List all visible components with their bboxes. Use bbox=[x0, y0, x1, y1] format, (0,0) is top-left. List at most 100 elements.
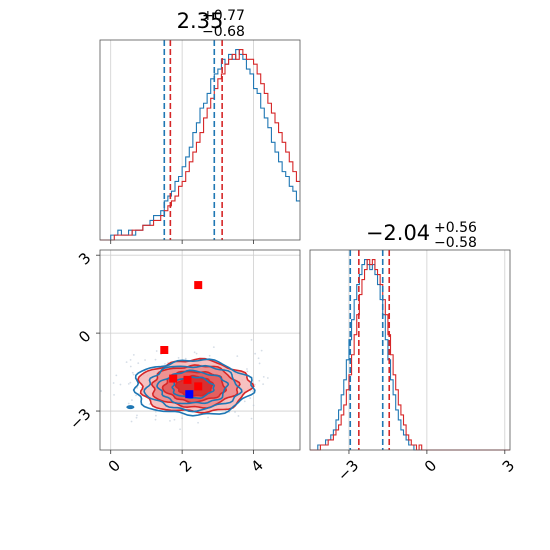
bl-sample-point bbox=[252, 390, 254, 392]
bl-sample-point bbox=[179, 428, 181, 431]
panel-bottom-left: 0 2 4 −3 0 3 bbox=[34, 249, 318, 476]
tl-hist-series-1 bbox=[100, 48, 300, 241]
bl-sample-point bbox=[181, 417, 184, 420]
bl-marker-0 bbox=[194, 281, 203, 290]
bl-sample-point bbox=[184, 357, 187, 360]
bl-sample-point bbox=[237, 415, 240, 417]
bl-sample-point bbox=[195, 352, 198, 355]
bl-sample-point bbox=[154, 410, 157, 413]
bl-sample-point bbox=[132, 353, 135, 356]
bl-sample-point bbox=[250, 417, 253, 420]
bl-sample-point bbox=[177, 356, 180, 359]
bl-sample-point bbox=[129, 381, 132, 384]
bl-sample-point bbox=[130, 420, 133, 423]
bl-sample-point bbox=[154, 418, 157, 421]
bl-marker-3 bbox=[183, 375, 192, 384]
bl-sample-point bbox=[148, 403, 151, 405]
bl-sample-point bbox=[173, 418, 176, 421]
bl-sample-point bbox=[113, 393, 115, 396]
bl-sample-point bbox=[197, 421, 199, 424]
bl-marker-2 bbox=[169, 374, 178, 383]
bl-sample-point bbox=[137, 362, 140, 365]
tl-title: 2.35 bbox=[177, 9, 224, 33]
bl-sample-point bbox=[129, 365, 132, 368]
bl-sample-point bbox=[266, 377, 269, 379]
bl-markers bbox=[160, 281, 203, 399]
bl-sample-point bbox=[212, 346, 215, 349]
bl-sample-point bbox=[84, 393, 86, 395]
bl-sample-point bbox=[34, 365, 36, 367]
bl-sample-point bbox=[136, 414, 138, 417]
bl-sample-point bbox=[246, 370, 249, 373]
br-title-value: −2.04 bbox=[366, 221, 430, 245]
br-axes-frame bbox=[309, 249, 511, 451]
bl-contour-blue-0 bbox=[132, 358, 256, 417]
bl-sample-point bbox=[155, 350, 158, 352]
br-quantile-lines bbox=[349, 250, 391, 450]
bl-sample-point bbox=[112, 382, 115, 384]
tl-histograms bbox=[100, 48, 300, 241]
br-ticks: −3 0 3 bbox=[334, 450, 518, 485]
bl-sample-point bbox=[258, 379, 261, 382]
bl-xtick-label-2: 4 bbox=[248, 456, 267, 475]
bl-marker-5 bbox=[185, 390, 194, 399]
tl-title-value: 2.35 bbox=[177, 9, 224, 33]
bl-contours-blue bbox=[126, 358, 256, 417]
tl-gridlines bbox=[110, 40, 254, 240]
br-histograms bbox=[310, 258, 510, 451]
tl-axes-frame bbox=[99, 39, 301, 241]
bl-sample-point bbox=[207, 416, 209, 419]
bl-sample-point bbox=[131, 371, 134, 374]
bl-sample-point bbox=[257, 357, 260, 360]
panel-bottom-right: −3 0 3 −2.04 +0.56 −0.58 bbox=[309, 220, 518, 485]
bl-gridlines bbox=[100, 250, 300, 450]
br-hist-series-1 bbox=[310, 258, 510, 451]
bl-sample-point bbox=[243, 400, 246, 403]
bl-sample-point bbox=[262, 376, 265, 378]
br-xtick-label-2: 3 bbox=[499, 456, 518, 475]
bl-axes-frame bbox=[99, 249, 301, 451]
bl-sample-point bbox=[250, 338, 253, 341]
bl-sample-point bbox=[135, 416, 138, 419]
bl-sample-point bbox=[169, 419, 171, 422]
bl-sample-point bbox=[316, 385, 318, 387]
tl-hist-series-0 bbox=[100, 48, 300, 241]
bl-sample-point bbox=[132, 373, 135, 376]
bl-contour-blue-3 bbox=[171, 376, 216, 400]
bl-xtick-label-1: 2 bbox=[176, 456, 195, 475]
bl-contour-blue-islet bbox=[126, 405, 135, 410]
bl-sample-point bbox=[129, 358, 132, 361]
bl-marker-4 bbox=[194, 382, 203, 391]
bl-contour-blue-2 bbox=[156, 369, 230, 405]
bl-sample-point bbox=[136, 386, 139, 389]
bl-sample-point bbox=[144, 359, 146, 361]
br-xtick-label-1: 0 bbox=[421, 456, 440, 475]
bl-sample-point bbox=[140, 386, 143, 389]
br-gridlines bbox=[348, 250, 506, 450]
tl-ticks bbox=[110, 240, 254, 244]
bl-sample-point bbox=[131, 399, 133, 401]
bl-sample-point bbox=[164, 363, 166, 365]
bl-marker-1 bbox=[160, 346, 169, 354]
bl-sample-point bbox=[249, 397, 252, 399]
bl-sample-point bbox=[252, 404, 255, 407]
bl-ytick-label-2: 3 bbox=[75, 249, 94, 268]
bl-sample-point bbox=[155, 414, 157, 417]
bl-sample-point bbox=[258, 362, 261, 365]
bl-sample-point bbox=[100, 390, 103, 392]
bl-sample-point bbox=[236, 355, 239, 358]
bl-sample-point bbox=[246, 368, 248, 370]
bl-sample-point bbox=[254, 352, 257, 355]
br-hist-series-0 bbox=[310, 258, 510, 451]
bl-ticks: 0 2 4 −3 0 3 bbox=[66, 249, 267, 476]
bl-sample-point bbox=[253, 383, 256, 386]
bl-contour-blue-1 bbox=[143, 364, 243, 413]
bl-sample-point bbox=[125, 361, 128, 364]
bl-sample-point bbox=[234, 411, 236, 413]
br-xtick-label-0: −3 bbox=[334, 456, 362, 484]
tl-quantile-lines bbox=[163, 40, 223, 240]
panel-top-left: 2.35 +0.77 −0.68 bbox=[99, 8, 301, 244]
bl-sample-point bbox=[224, 409, 227, 412]
br-title-plus: +0.56 bbox=[434, 220, 477, 236]
